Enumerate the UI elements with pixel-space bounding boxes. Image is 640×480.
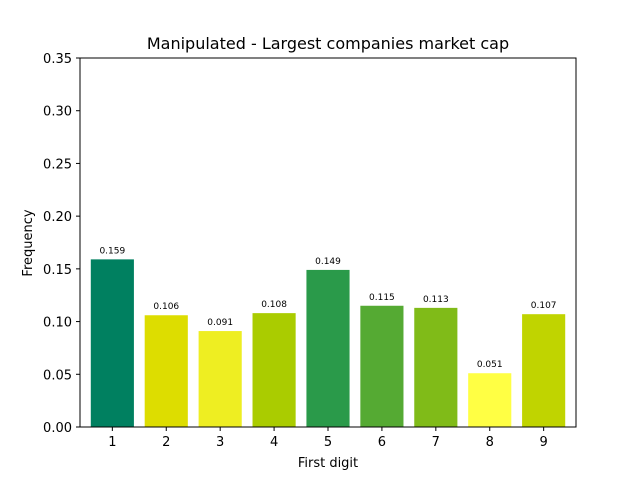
bar-7: [414, 307, 458, 427]
y-tick-label-2: 0.10: [43, 316, 72, 331]
bar-value-label-1: 0.159: [99, 246, 125, 256]
bar-4: [252, 313, 296, 427]
bar-2: [144, 315, 188, 427]
bar-labels-group: 0.159 0.106 0.091 0.108 0.149 0.115 0.113 0.051…: [99, 246, 556, 370]
y-tick-label-6: 0.30: [43, 105, 72, 120]
bar-value-label-8: 0.051: [477, 360, 503, 370]
bars-group: [90, 259, 566, 427]
bar-value-label-5: 0.149: [315, 257, 341, 267]
y-tick-label-4: 0.20: [43, 210, 72, 225]
x-tick-label-2: 2: [162, 435, 170, 450]
bar-value-label-3: 0.091: [207, 318, 233, 328]
y-tick-label-3: 0.15: [43, 263, 72, 278]
bar-value-label-9: 0.107: [531, 301, 557, 311]
y-tick-label-0: 0.00: [43, 421, 72, 436]
bar-9: [522, 314, 566, 427]
bar-6: [360, 305, 404, 427]
bar-5: [306, 269, 350, 427]
x-tick-label-4: 4: [270, 435, 278, 450]
y-tick-label-1: 0.05: [43, 368, 72, 383]
x-tick-label-9: 9: [540, 435, 548, 450]
y-tick-label-5: 0.25: [43, 157, 72, 172]
x-tick-label-1: 1: [108, 435, 116, 450]
x-axis: 1 2 3 4 5 6 7 8 9: [108, 427, 548, 450]
x-axis-label: First digit: [298, 456, 358, 471]
y-axis: 0.00 0.05 0.10 0.15 0.20 0.25 0.30 0.35: [43, 52, 80, 436]
x-tick-label-6: 6: [378, 435, 386, 450]
x-tick-label-7: 7: [432, 435, 440, 450]
bar-value-label-2: 0.106: [153, 302, 179, 312]
bar-8: [468, 373, 512, 427]
x-tick-label-8: 8: [486, 435, 494, 450]
x-tick-label-5: 5: [324, 435, 332, 450]
bar-value-label-6: 0.115: [369, 293, 395, 303]
bar-value-label-4: 0.108: [261, 300, 287, 310]
bar-3: [198, 331, 242, 427]
y-tick-label-7: 0.35: [43, 52, 72, 67]
chart-title: Manipulated - Largest companies market c…: [147, 34, 509, 53]
x-tick-label-3: 3: [216, 435, 224, 450]
bar-value-label-7: 0.113: [423, 295, 449, 305]
y-axis-label: Frequency: [21, 209, 36, 276]
bar-1: [90, 259, 134, 427]
